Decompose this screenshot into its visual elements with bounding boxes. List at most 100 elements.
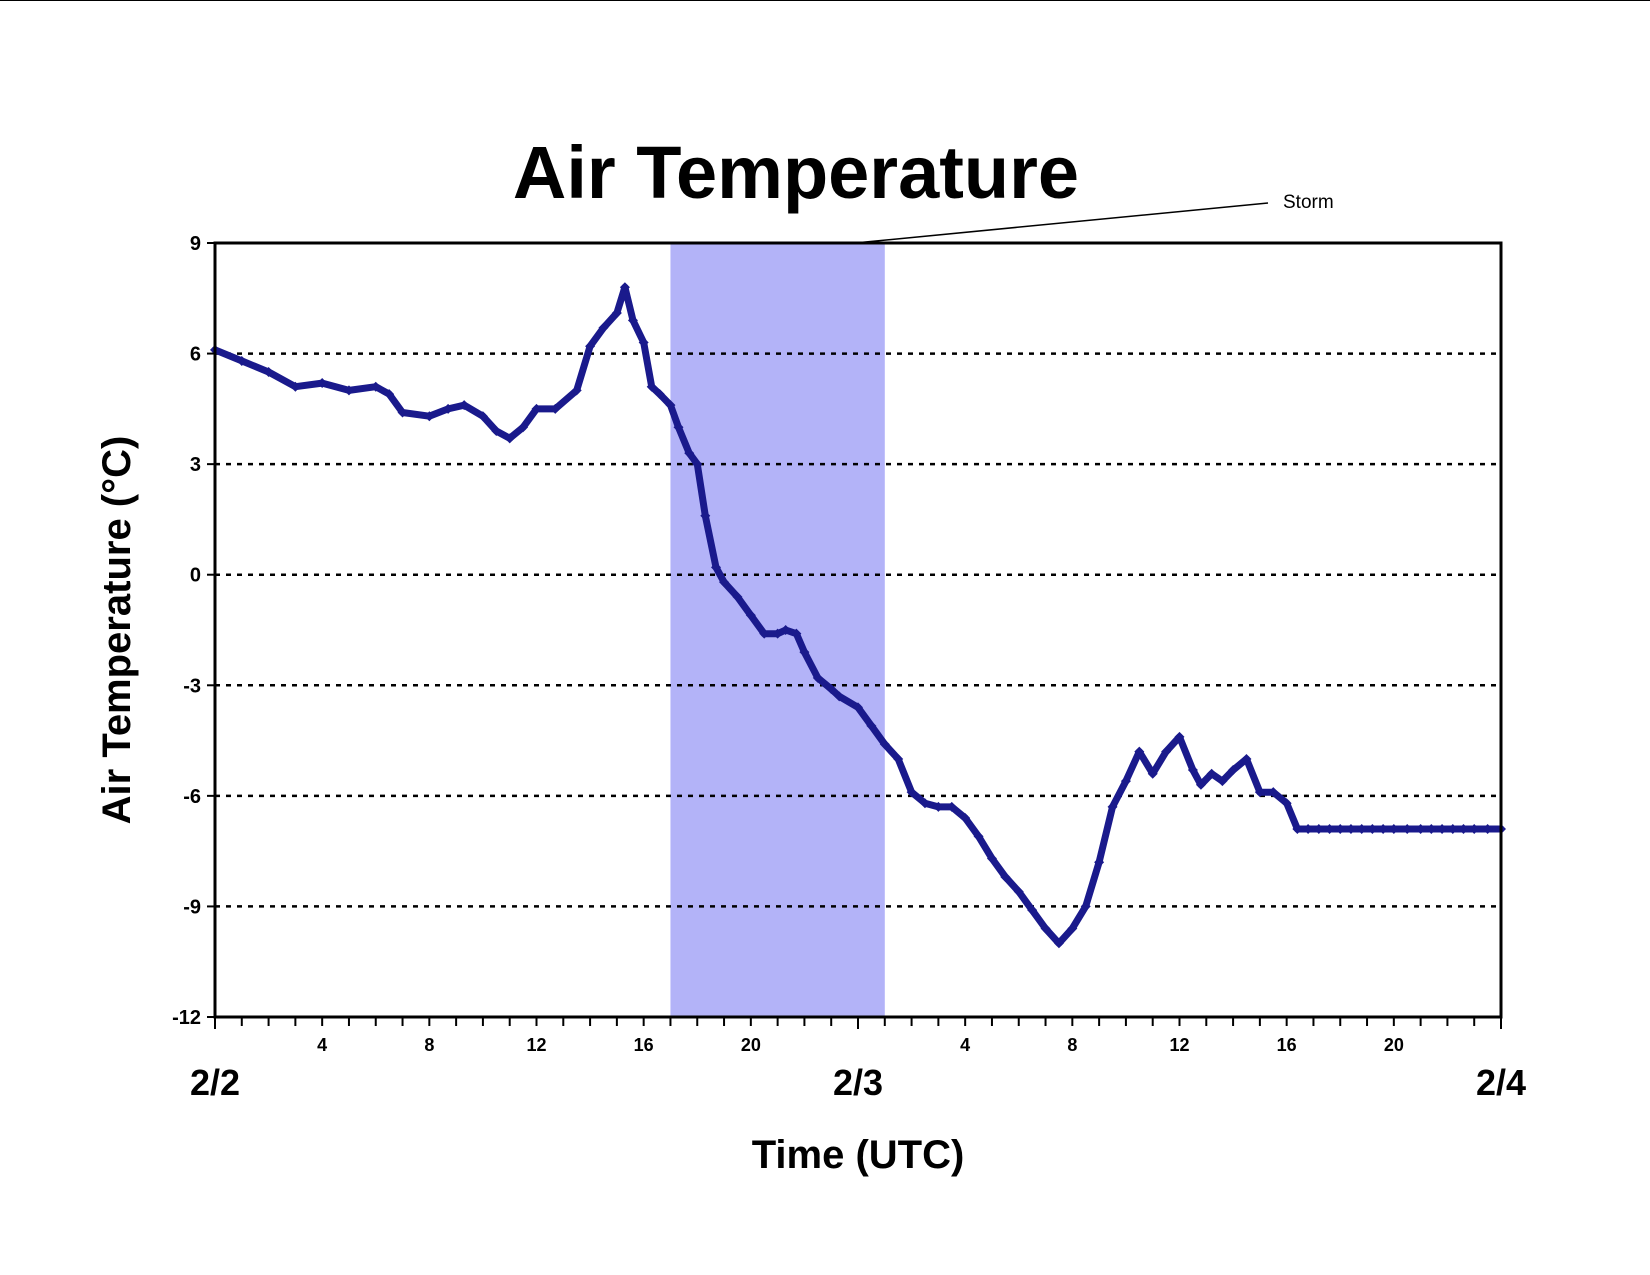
temperature-point [443,403,454,414]
temperature-point [1161,746,1172,757]
temperature-point [759,628,770,639]
temperature-point [1378,824,1389,835]
date-label: 2/2 [190,1062,240,1103]
temperature-point [585,341,596,352]
temperature-point [1437,824,1448,835]
y-tick-label: -9 [183,896,201,918]
temperature-series [210,282,1506,949]
temperature-point [1080,901,1091,912]
temperature-point [719,577,730,588]
temperature-point [1281,798,1292,809]
y-tick-label: -12 [172,1007,201,1029]
temperature-point [397,407,408,418]
temperature-point [1335,824,1346,835]
temperature-point [459,400,470,411]
temperature-point [866,720,877,731]
temperature-point [1367,824,1378,835]
temperature-point [665,400,676,411]
x-axis-title: Time (UTC) [752,1133,965,1177]
y-axis-ticks: 9 6 3 0 -3 -6 -9 -12 [172,233,215,1029]
gridlines [215,352,1501,908]
temperature-point [1000,871,1011,882]
temperature-point [853,702,863,713]
temperature-point [986,853,997,864]
temperature-point [1040,923,1051,934]
temperature-point [1268,787,1279,798]
x-tick-label: 4 [960,1035,970,1055]
temperature-point [638,337,649,348]
temperature-point [1120,776,1131,787]
x-tick-label: 12 [1169,1035,1189,1055]
y-tick-label: 9 [190,233,201,255]
temperature-point [1458,824,1469,835]
temperature-point [1187,765,1198,776]
temperature-point [772,628,783,639]
temperature-point [1228,765,1239,776]
temperature-point [673,422,684,433]
temperature-point [236,355,247,366]
temperature-point [1356,824,1367,835]
temperature-point [1195,779,1206,790]
temperature-point [933,801,944,812]
top-border-line [0,0,1650,1]
x-tick-label: 20 [1384,1035,1404,1055]
temperature-point [946,801,957,812]
temperature-point [879,739,890,750]
temperature-point [906,787,917,798]
temperature-point [646,381,657,392]
temperature-point [711,562,722,573]
temperature-point [919,798,930,809]
temperature-point [1303,824,1314,835]
date-label: 2/3 [833,1062,883,1103]
temperature-point [1388,824,1399,835]
temperature-point [1206,768,1217,779]
temperature-point [780,625,791,635]
x-tick-label: 16 [1277,1035,1297,1055]
x-tick-label: 8 [424,1035,434,1055]
temperature-point [627,315,638,326]
temperature-point [290,381,301,392]
temperature-point [812,672,823,683]
x-axis-ticks: 4 8 12 16 20 4 8 12 16 20 2/2 2/3 2/4 [190,1017,1526,1103]
temperature-point [531,403,542,414]
temperature-point [791,628,802,639]
y-axis-title: Air Temperature (°C) [95,436,139,825]
temperature-point [518,422,529,433]
temperature-point [1482,824,1493,835]
temperature-point [834,691,845,702]
temperature-point [893,754,904,764]
temperature-point [960,812,971,823]
temperature-point [370,381,381,392]
y-tick-label: -3 [183,675,201,697]
temperature-point [700,510,711,521]
date-label: 2/4 [1476,1062,1526,1103]
temperature-point [732,591,743,602]
temperature-point [654,389,665,400]
temperature-point [973,831,984,842]
temperature-point [1107,801,1118,812]
temperature-point [384,389,395,400]
temperature-point [571,385,582,396]
temperature-point [1313,824,1324,835]
storm-annotation-leader [854,202,1269,244]
x-tick-label: 16 [634,1035,654,1055]
temperature-point [826,683,837,694]
temperature-point [1241,754,1252,764]
temperature-point [550,403,561,414]
y-tick-label: 6 [190,344,201,366]
temperature-point [1426,824,1437,835]
temperature-point [1345,824,1356,835]
temperature-point [317,378,328,389]
x-tick-label: 20 [741,1035,761,1055]
temperature-point [504,433,515,444]
temperature-point [1027,905,1038,916]
y-tick-label: 3 [190,454,201,476]
temperature-point [1147,768,1158,779]
storm-annotation-label: Storm [1283,192,1334,213]
temperature-point [611,308,622,319]
x-tick-label: 8 [1067,1035,1077,1055]
temperature-point [1067,923,1078,934]
temperature-point [1174,731,1185,742]
temperature-point [1402,824,1413,835]
